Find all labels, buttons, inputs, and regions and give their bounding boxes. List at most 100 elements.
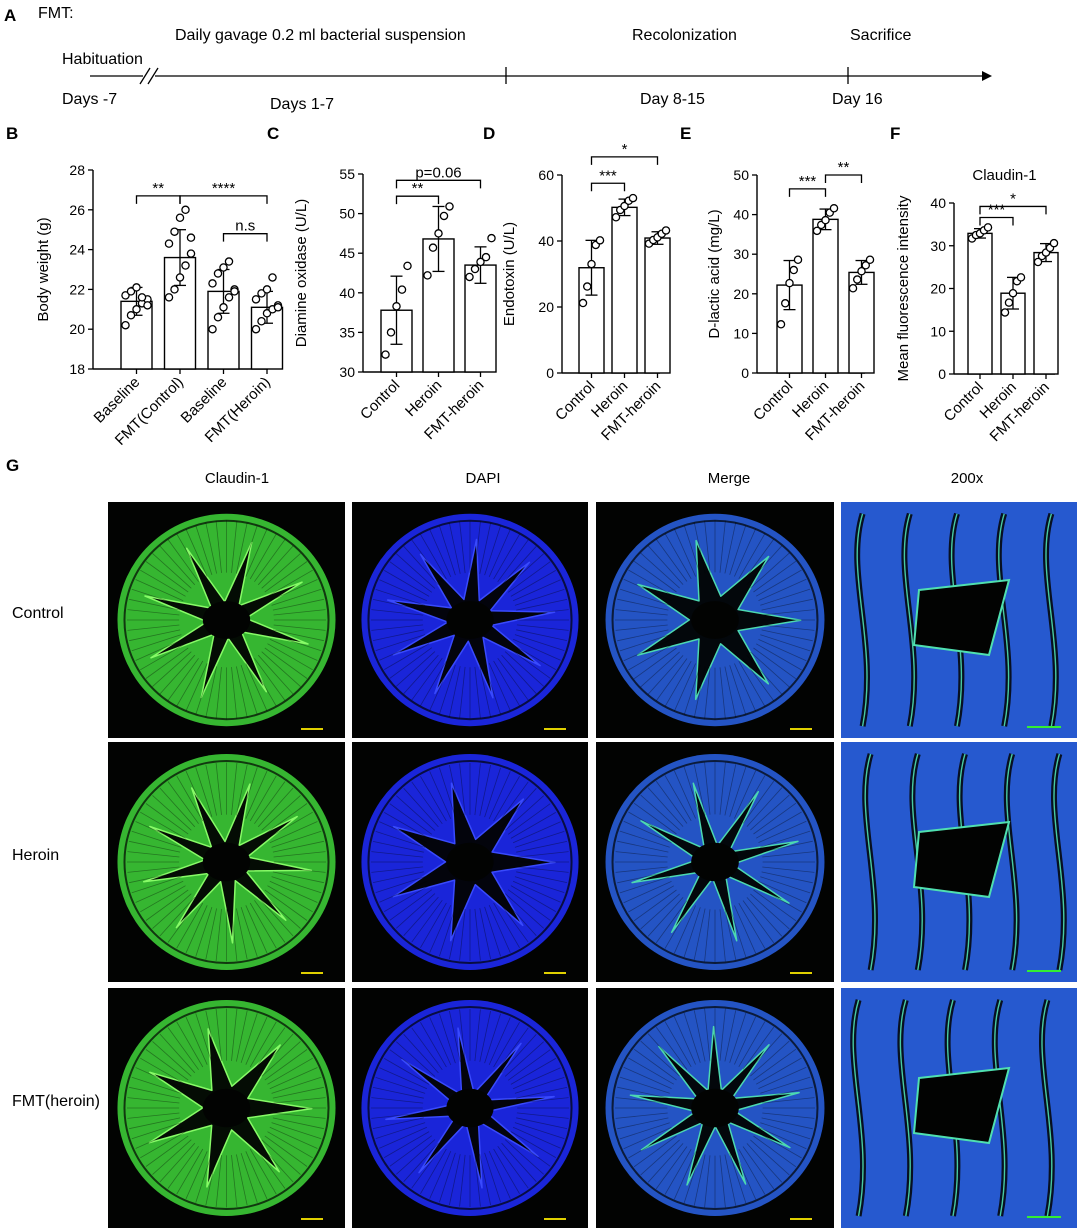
column-label-200x: 200x [950, 470, 984, 487]
data-point [1033, 257, 1043, 267]
panel-letter-a: A [4, 6, 17, 25]
y-tick-label: 40 [339, 285, 355, 301]
micrograph-fmt-heroin--merge [596, 988, 834, 1228]
y-tick-label: 55 [339, 166, 355, 182]
bar [1033, 251, 1059, 375]
data-point [583, 282, 592, 291]
data-point [445, 202, 454, 211]
data-point [164, 293, 174, 302]
data-point [121, 291, 130, 300]
data-point [661, 226, 671, 235]
data-point [470, 264, 480, 274]
data-point [268, 273, 277, 282]
y-tick-label: 10 [733, 325, 749, 341]
significance-bracket [395, 195, 440, 205]
data-point [213, 269, 223, 278]
y-tick-label: 60 [538, 167, 554, 183]
timeline-days-neg7: Days -7 [62, 91, 118, 108]
data-point [481, 252, 491, 262]
chart-c: 30 35 40 45 50 55 Diamine oxidase (U/L) Control… [293, 164, 497, 443]
data-point [1049, 238, 1059, 248]
bar [611, 206, 638, 374]
significance-bracket [135, 195, 181, 204]
significance-bracket [590, 156, 659, 165]
y-tick-label: 18 [69, 361, 85, 377]
data-point [465, 272, 474, 282]
panel-letter-b: B [6, 124, 19, 143]
timeline-day-8-15: Day 8-15 [640, 91, 705, 108]
data-point [983, 223, 993, 232]
data-point [1004, 298, 1014, 307]
panel-letter-d: D [483, 124, 496, 143]
significance-bracket [824, 174, 863, 183]
significance-bracket [979, 205, 1047, 215]
y-tick-label: 30 [339, 364, 355, 380]
data-point [423, 271, 432, 280]
data-point [257, 316, 266, 326]
timeline-axis [90, 67, 992, 85]
data-point [439, 211, 449, 221]
micrograph-control-merge [596, 502, 834, 738]
data-point [476, 257, 485, 267]
row-label-heroin: Heroin [12, 847, 60, 864]
data-point [126, 287, 136, 296]
data-point [1016, 273, 1026, 282]
data-point [781, 299, 790, 308]
y-tick-label: 20 [69, 321, 85, 337]
micrograph-fmt-heroin--200x [841, 988, 1077, 1228]
data-point [181, 261, 190, 270]
y-axis-label: Body weight (g) [35, 217, 52, 321]
significance-bracket [979, 216, 1014, 226]
micrograph-heroin-claudin-1 [108, 742, 345, 982]
timeline-header: FMT: [38, 5, 74, 22]
timeline-gavage-label: Daily gavage 0.2 ml bacterial suspension [175, 27, 466, 44]
y-tick-label: 30 [930, 238, 946, 254]
y-tick-label: 20 [930, 281, 946, 297]
panel-letter-f: F [890, 124, 901, 143]
y-tick-label: 22 [69, 281, 85, 297]
data-point [262, 309, 272, 318]
data-point [829, 204, 839, 213]
x-tick-label: Control [750, 378, 796, 424]
y-axis-label: Endotoxin (U/L) [501, 222, 518, 326]
y-axis-label: Mean fluorescence intensity [895, 195, 912, 381]
data-point [785, 278, 794, 288]
timeline-recolonization-label: Recolonization [632, 27, 737, 44]
micrograph-control-200x [841, 502, 1077, 738]
timeline-days-1-7: Days 1-7 [270, 96, 335, 113]
y-tick-label: 28 [69, 162, 85, 178]
y-tick-label: 35 [339, 324, 355, 340]
y-tick-label: 40 [538, 233, 554, 249]
significance-label: ** [152, 180, 164, 197]
bar [812, 218, 839, 374]
data-point [861, 261, 871, 270]
micrograph-control-claudin-1 [108, 502, 345, 738]
data-point [403, 261, 412, 271]
significance-label: p=0.06 [415, 164, 461, 181]
data-point [611, 212, 621, 222]
significance-label: ** [838, 159, 850, 176]
y-tick-label: 20 [538, 299, 554, 315]
chart-f: 0 10 20 30 40 Mean fluorescence intensity Clau… [895, 167, 1059, 445]
y-tick-label: 45 [339, 245, 355, 261]
data-point [595, 236, 605, 245]
data-point [1008, 288, 1018, 298]
data-point [386, 328, 396, 337]
panel-letter-e: E [680, 124, 692, 143]
micrograph-fmt-heroin--dapi [352, 988, 588, 1228]
y-tick-label: 20 [733, 286, 749, 302]
y-tick-label: 0 [546, 365, 554, 381]
significance-bracket [222, 233, 268, 242]
data-point [230, 287, 239, 296]
column-label-merge: Merge [707, 470, 751, 487]
x-tick-label: Control [552, 378, 598, 424]
y-tick-label: 0 [741, 365, 749, 381]
data-point [186, 233, 196, 242]
data-point [628, 193, 638, 203]
data-point [213, 313, 223, 322]
data-point [257, 289, 266, 298]
column-label-claudin-1: Claudin-1 [204, 470, 270, 487]
